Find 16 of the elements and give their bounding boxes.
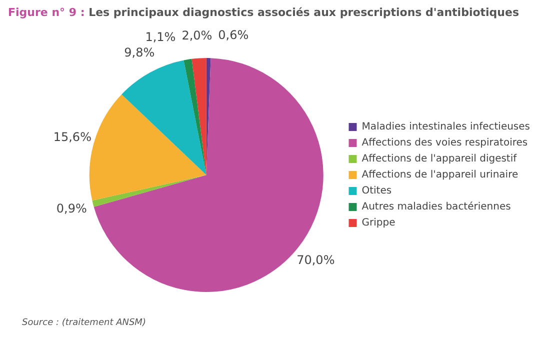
legend-label: Affections de l'appareil urinaire	[362, 170, 518, 181]
legend-label: Otites	[362, 186, 392, 197]
chart-title: Figure n° 9 : Les principaux diagnostics associés aux prescriptions d'antibiotiques	[8, 6, 520, 19]
data-label: 9,8%	[124, 45, 155, 60]
legend-label: Affections des voies respiratoires	[362, 138, 528, 149]
data-label: 0,6%	[218, 28, 249, 42]
source-note: Source : (traitement ANSM)	[22, 318, 146, 328]
legend-label: Grippe	[362, 218, 396, 229]
legend-label: Maladies intestinales infectieuses	[362, 122, 530, 133]
data-label: 15,6%	[53, 130, 92, 144]
data-label: 70,0%	[296, 253, 335, 268]
data-label: 2,0%	[182, 28, 212, 42]
data-label: 0,9%	[56, 201, 87, 216]
legend-label: Autres maladies bactériennes	[362, 202, 511, 213]
legend-label: Affections de l'appareil digestif	[362, 154, 518, 165]
data-label: 1,1%	[145, 30, 176, 44]
